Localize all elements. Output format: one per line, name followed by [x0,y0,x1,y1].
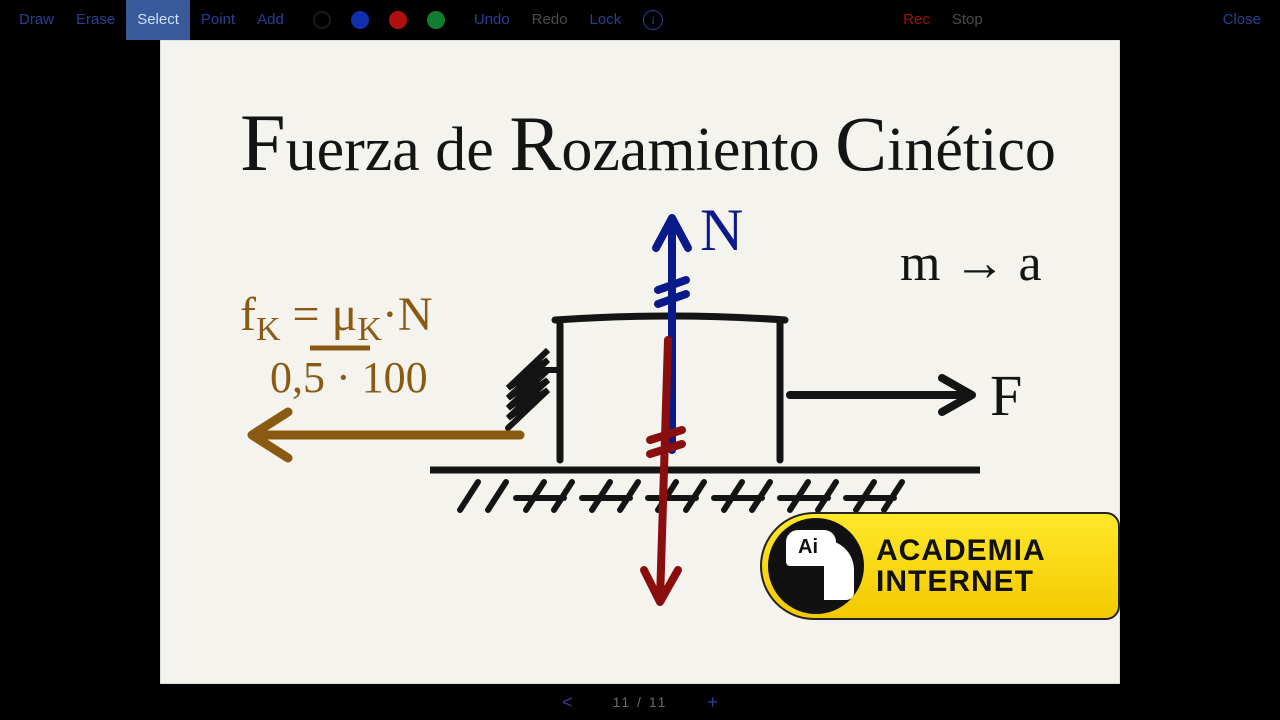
formula-val: 0,5 · 100 [270,353,428,402]
info-icon: i [643,10,663,30]
normal-force-arrow [656,218,688,450]
rec-button[interactable]: Rec [892,0,941,40]
undo-button[interactable]: Undo [463,0,521,40]
add-page-button[interactable]: + [707,692,718,713]
applied-force-arrow [790,378,972,412]
label-motion: m → a [900,235,1042,292]
label-N: N [700,197,743,263]
logo-head-icon: Ai [768,518,864,614]
formula-fk: fK = μK·N [240,288,433,348]
info-button[interactable]: i [632,0,674,40]
add-button[interactable]: Add [246,0,295,40]
select-button[interactable]: Select [126,0,190,40]
color-blue-button[interactable] [351,11,369,29]
point-button[interactable]: Point [190,0,246,40]
logo-line1: ACADEMIA [876,535,1046,567]
toolbar: Draw Erase Select Point Add Undo Redo Lo… [0,0,1280,40]
color-green-button[interactable] [427,11,445,29]
logo-line2: INTERNET [876,566,1046,598]
pager: < 11 / 11 + [0,684,1280,720]
prev-page-button[interactable]: < [562,692,573,713]
color-black-button[interactable] [313,11,331,29]
watermark-logo: Ai ACADEMIA INTERNET [760,512,1120,620]
ground-hatch [460,482,902,510]
stop-button[interactable]: Stop [941,0,994,40]
redo-button[interactable]: Redo [521,0,579,40]
label-F: F [990,363,1022,428]
draw-button[interactable]: Draw [8,0,65,40]
title-text: Fuerza de Rozamiento Cinético [240,97,1056,188]
close-button[interactable]: Close [1212,0,1272,40]
friction-arrow [252,412,520,458]
spring [508,350,558,428]
lock-button[interactable]: Lock [579,0,633,40]
page-counter: 11 / 11 [613,694,668,710]
whiteboard-canvas[interactable]: Fuerza de Rozamiento Cinético N [160,40,1120,684]
erase-button[interactable]: Erase [65,0,126,40]
color-red-button[interactable] [389,11,407,29]
